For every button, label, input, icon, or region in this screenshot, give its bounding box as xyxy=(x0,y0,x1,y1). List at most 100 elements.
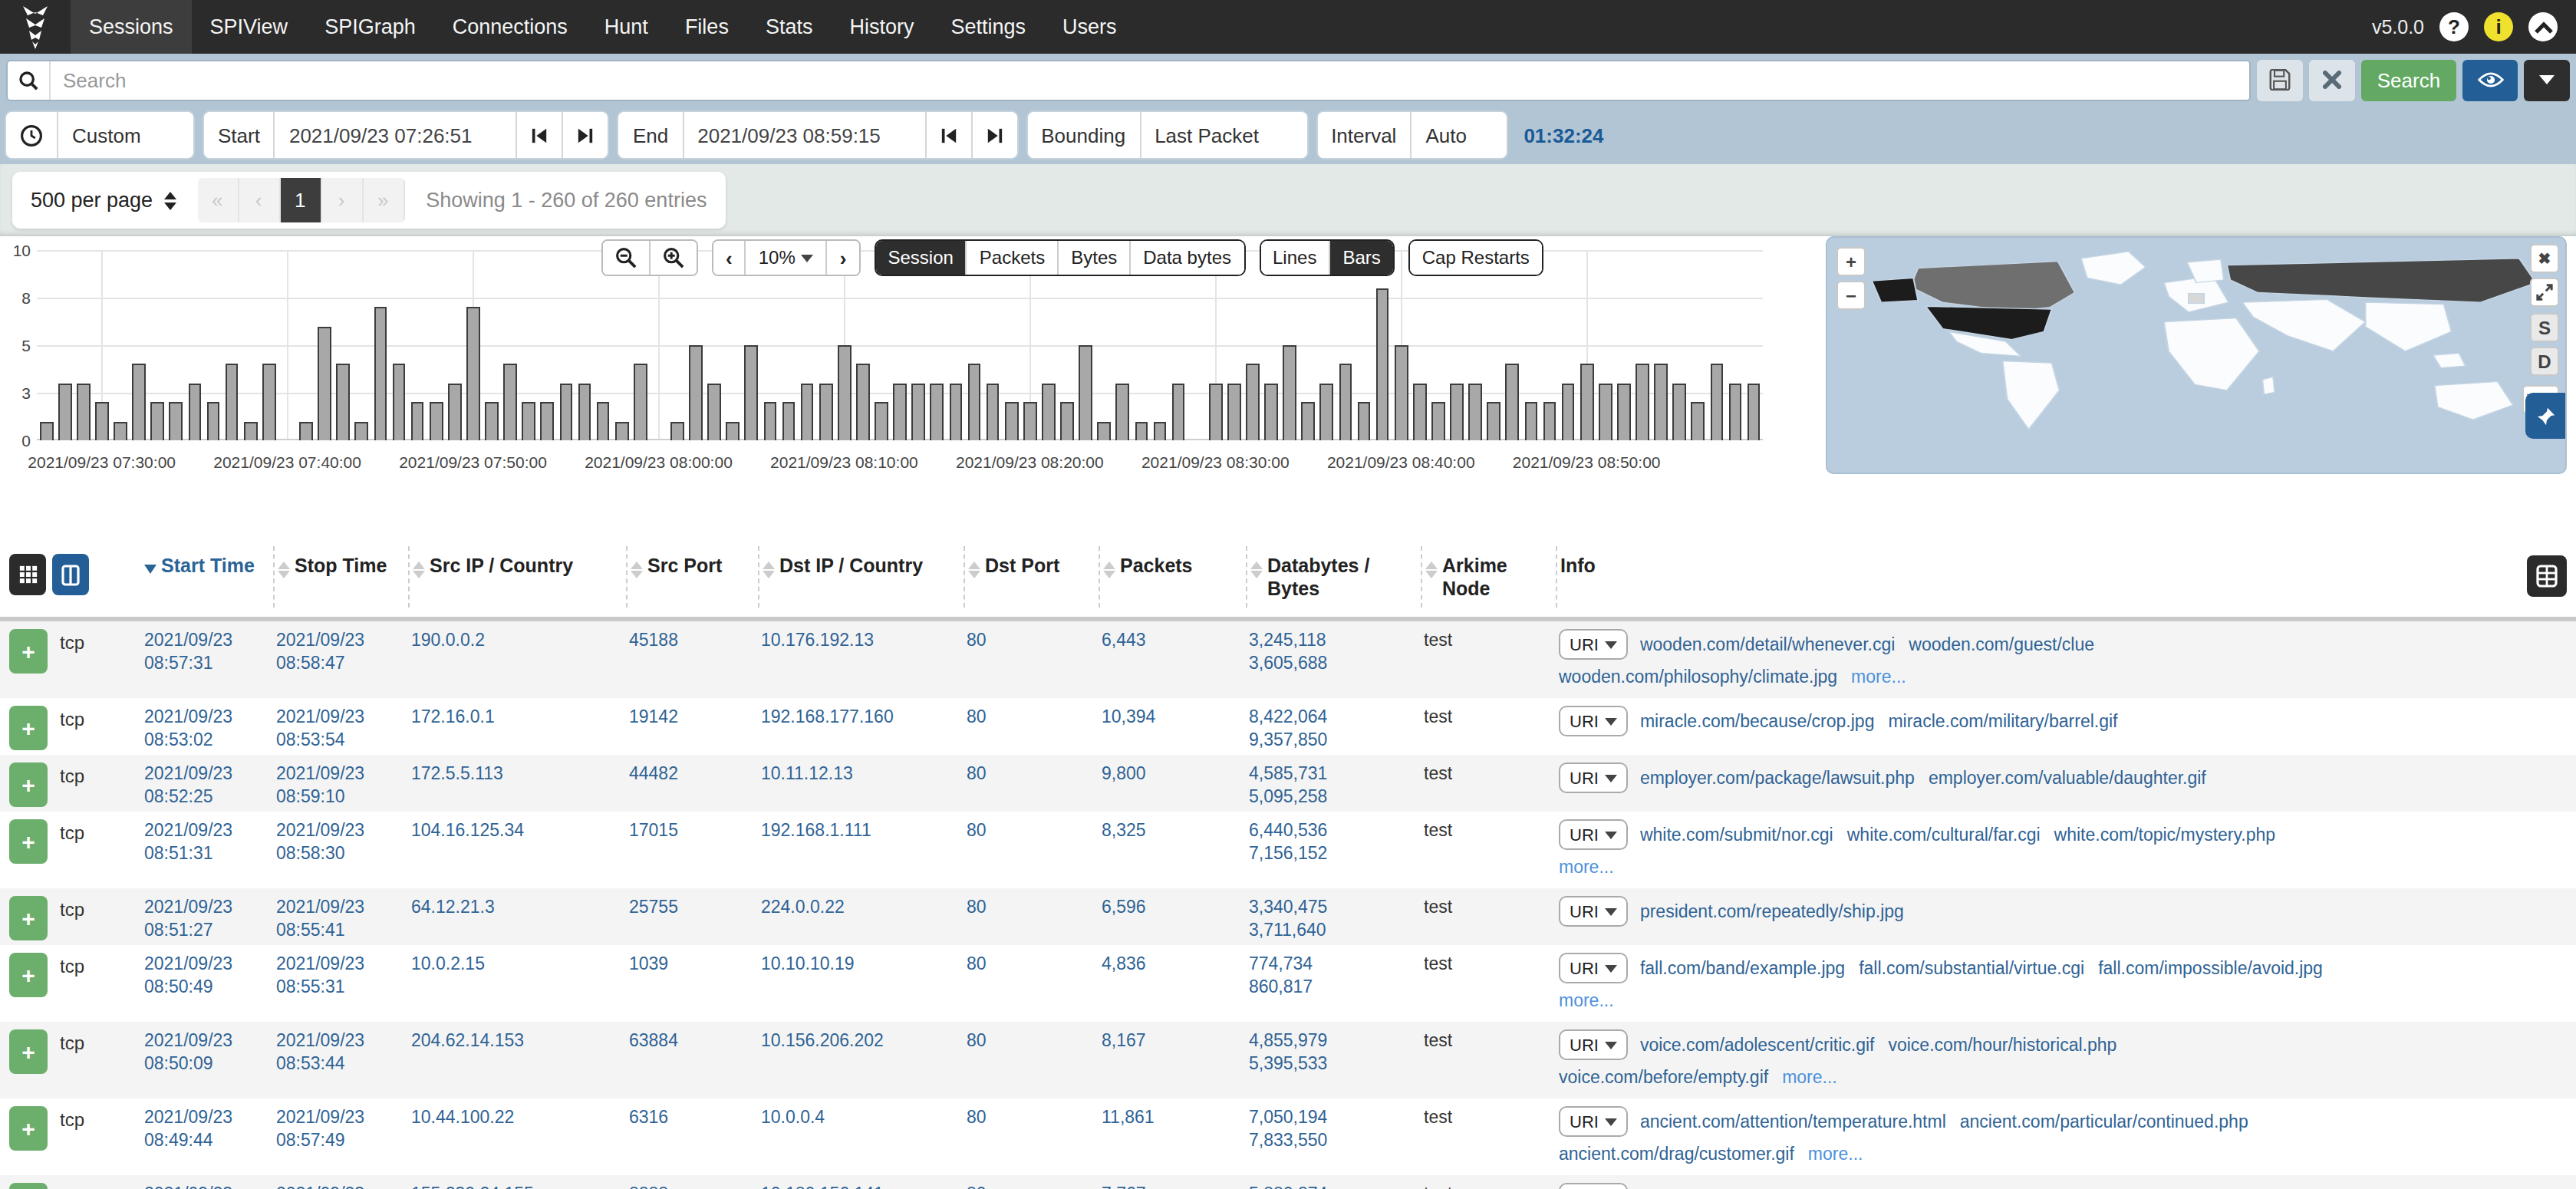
src-port-cell[interactable]: 19142 xyxy=(626,703,758,750)
start-time-cell[interactable]: 2021/09/2308:49:44 xyxy=(141,1103,273,1171)
uri-link[interactable]: employer.com/package/lawsuit.php xyxy=(1640,769,1915,787)
search-button[interactable]: Search xyxy=(2361,59,2456,100)
packets-cell[interactable]: 9,800 xyxy=(1099,759,1246,807)
dst-ip-cell[interactable]: 10.180.156.141 xyxy=(758,1180,964,1189)
search-actions-dropdown[interactable] xyxy=(2524,59,2570,100)
cap-restarts-button[interactable]: Cap Restarts xyxy=(1410,241,1542,275)
nav-item-connections[interactable]: Connections xyxy=(434,0,586,54)
databytes-cell[interactable]: 6,440,5367,156,152 xyxy=(1246,816,1421,884)
table-row[interactable]: + tcp 2021/09/2308:52:25 2021/09/2308:59… xyxy=(0,755,2576,812)
dst-ip-cell[interactable]: 192.168.177.160 xyxy=(758,703,964,750)
start-time-cell[interactable]: 2021/09/2308:53:02 xyxy=(141,703,273,750)
dst-ip-cell[interactable]: 192.168.1.111 xyxy=(758,816,964,884)
timeline-plot[interactable]: 1085302021/09/23 07:30:002021/09/23 07:4… xyxy=(37,250,1763,440)
packets-cell[interactable]: 8,167 xyxy=(1099,1026,1246,1094)
table-row[interactable]: + tcp 2021/09/2308:51:27 2021/09/2308:55… xyxy=(0,888,2576,945)
src-ip-cell[interactable]: 104.16.125.34 xyxy=(408,816,626,884)
bounding-select[interactable]: Last Packet xyxy=(1141,112,1306,158)
uri-link[interactable]: wooden.com/detail/whenever.cgi xyxy=(1640,635,1895,654)
packets-cell[interactable]: 4,836 xyxy=(1099,950,1246,1017)
uri-dropdown-button[interactable]: URI xyxy=(1559,629,1628,660)
table-row[interactable]: + tcp 2021/09/2308:50:49 2021/09/2308:55… xyxy=(0,945,2576,1022)
start-time-cell[interactable]: 2021/09/2308:57:31 xyxy=(141,626,273,693)
dst-port-cell[interactable]: 80 xyxy=(964,950,1099,1017)
expand-session-button[interactable]: + xyxy=(9,953,48,997)
nav-item-stats[interactable]: Stats xyxy=(747,0,832,54)
start-time-input[interactable]: 2021/09/23 07:26:51 xyxy=(275,112,518,158)
prev-page-button[interactable]: ‹ xyxy=(239,178,280,222)
series-button-bytes[interactable]: Bytes xyxy=(1059,241,1131,275)
uri-dropdown-button[interactable]: URI xyxy=(1559,1029,1628,1060)
more-link[interactable]: more... xyxy=(1782,1068,1837,1086)
uri-dropdown-button[interactable]: URI xyxy=(1559,1183,1628,1189)
src-port-cell[interactable]: 63884 xyxy=(626,1026,758,1094)
end-skip-forward-button[interactable] xyxy=(972,112,1016,158)
more-link[interactable]: more... xyxy=(1559,858,1614,876)
nav-item-history[interactable]: History xyxy=(831,0,932,54)
databytes-cell[interactable]: 7,050,1947,833,550 xyxy=(1246,1103,1421,1171)
src-ip-cell[interactable]: 172.16.0.1 xyxy=(408,703,626,750)
uri-link[interactable]: fall.com/band/example.jpg xyxy=(1640,959,1845,977)
src-ip-cell[interactable]: 10.44.100.22 xyxy=(408,1103,626,1171)
src-port-cell[interactable]: 1039 xyxy=(626,950,758,1017)
save-search-button[interactable] xyxy=(2257,59,2303,100)
dst-ip-cell[interactable]: 10.176.192.13 xyxy=(758,626,964,693)
header-src-ip[interactable]: Src IP / Country xyxy=(408,546,626,608)
uri-link[interactable]: miracle.com/military/barrel.gif xyxy=(1888,712,2117,730)
dst-ip-cell[interactable]: 10.10.10.19 xyxy=(758,950,964,1017)
last-page-button[interactable]: » xyxy=(363,178,404,222)
fields-menu-button[interactable] xyxy=(2527,555,2567,597)
header-src-port[interactable]: Src Port xyxy=(626,546,758,608)
start-time-cell[interactable]: 2021/09/2308:52:25 xyxy=(141,759,273,807)
uri-dropdown-button[interactable]: URI xyxy=(1559,706,1628,736)
search-input[interactable] xyxy=(51,61,2249,99)
start-skip-back-button[interactable] xyxy=(518,112,564,158)
packets-cell[interactable]: 7,767 xyxy=(1099,1180,1246,1189)
expand-session-button[interactable]: + xyxy=(9,1106,48,1151)
stop-time-cell[interactable]: 2021/09/2308:55:31 xyxy=(273,950,408,1017)
header-node[interactable]: Arkime Node xyxy=(1421,546,1556,608)
table-row[interactable]: + tcp 2021/09/2308:51:31 2021/09/2308:58… xyxy=(0,812,2576,888)
src-port-cell[interactable]: 6316 xyxy=(626,1103,758,1171)
dst-port-cell[interactable]: 80 xyxy=(964,759,1099,807)
series-button-data-bytes[interactable]: Data bytes xyxy=(1131,241,1244,275)
zoom-out-icon[interactable] xyxy=(603,241,651,275)
stop-time-cell[interactable]: 2021/09/2308:53:44 xyxy=(273,1026,408,1094)
databytes-cell[interactable]: 3,340,4753,711,640 xyxy=(1246,893,1421,940)
expand-session-button[interactable]: + xyxy=(9,762,48,807)
dst-port-cell[interactable]: 80 xyxy=(964,1103,1099,1171)
series-button-session[interactable]: Session xyxy=(875,241,967,275)
end-skip-back-button[interactable] xyxy=(926,112,972,158)
dst-port-cell[interactable]: 80 xyxy=(964,626,1099,693)
databytes-cell[interactable]: 4,585,7315,095,258 xyxy=(1246,759,1421,807)
stop-time-cell[interactable]: 2021/09/2308:59:10 xyxy=(273,759,408,807)
src-port-cell[interactable]: 44482 xyxy=(626,759,758,807)
nav-item-users[interactable]: Users xyxy=(1044,0,1135,54)
stop-time-cell[interactable]: 2021/09/2308:55:41 xyxy=(273,893,408,940)
style-button-lines[interactable]: Lines xyxy=(1260,241,1330,275)
expand-session-button[interactable]: + xyxy=(9,896,48,940)
uri-link[interactable]: white.com/cultural/far.cgi xyxy=(1847,825,2041,844)
map-zoom-out-button[interactable]: − xyxy=(1836,281,1866,310)
src-ip-cell[interactable]: 172.5.5.113 xyxy=(408,759,626,807)
uri-link[interactable]: wooden.com/guest/clue xyxy=(1909,635,2094,654)
toggle-all-button[interactable] xyxy=(9,554,46,595)
series-button-packets[interactable]: Packets xyxy=(967,241,1059,275)
src-ip-cell[interactable]: 10.0.2.15 xyxy=(408,950,626,1017)
column-layout-button[interactable] xyxy=(52,554,89,595)
expand-session-button[interactable]: + xyxy=(9,1183,48,1189)
more-link[interactable]: more... xyxy=(1559,991,1614,1009)
table-row[interactable]: + tcp 2021/09/2308:50:09 2021/09/2308:53… xyxy=(0,1022,2576,1098)
more-link[interactable]: more... xyxy=(1851,667,1906,686)
databytes-cell[interactable]: 8,422,0649,357,850 xyxy=(1246,703,1421,750)
more-link[interactable]: more... xyxy=(1808,1145,1863,1163)
dst-ip-cell[interactable]: 10.0.0.4 xyxy=(758,1103,964,1171)
header-dst-port[interactable]: Dst Port xyxy=(964,546,1099,608)
dst-ip-cell[interactable]: 224.0.0.22 xyxy=(758,893,964,940)
arkime-logo[interactable] xyxy=(0,0,71,54)
databytes-cell[interactable]: 4,855,9795,395,533 xyxy=(1246,1026,1421,1094)
uri-link[interactable]: ancient.com/particular/continued.php xyxy=(1960,1112,2248,1131)
pan-right-button[interactable]: › xyxy=(828,241,859,275)
uri-link[interactable]: president.com/repeatedly/ship.jpg xyxy=(1640,902,1904,921)
stop-time-cell[interactable]: 2021/09/2308:58:47 xyxy=(273,626,408,693)
